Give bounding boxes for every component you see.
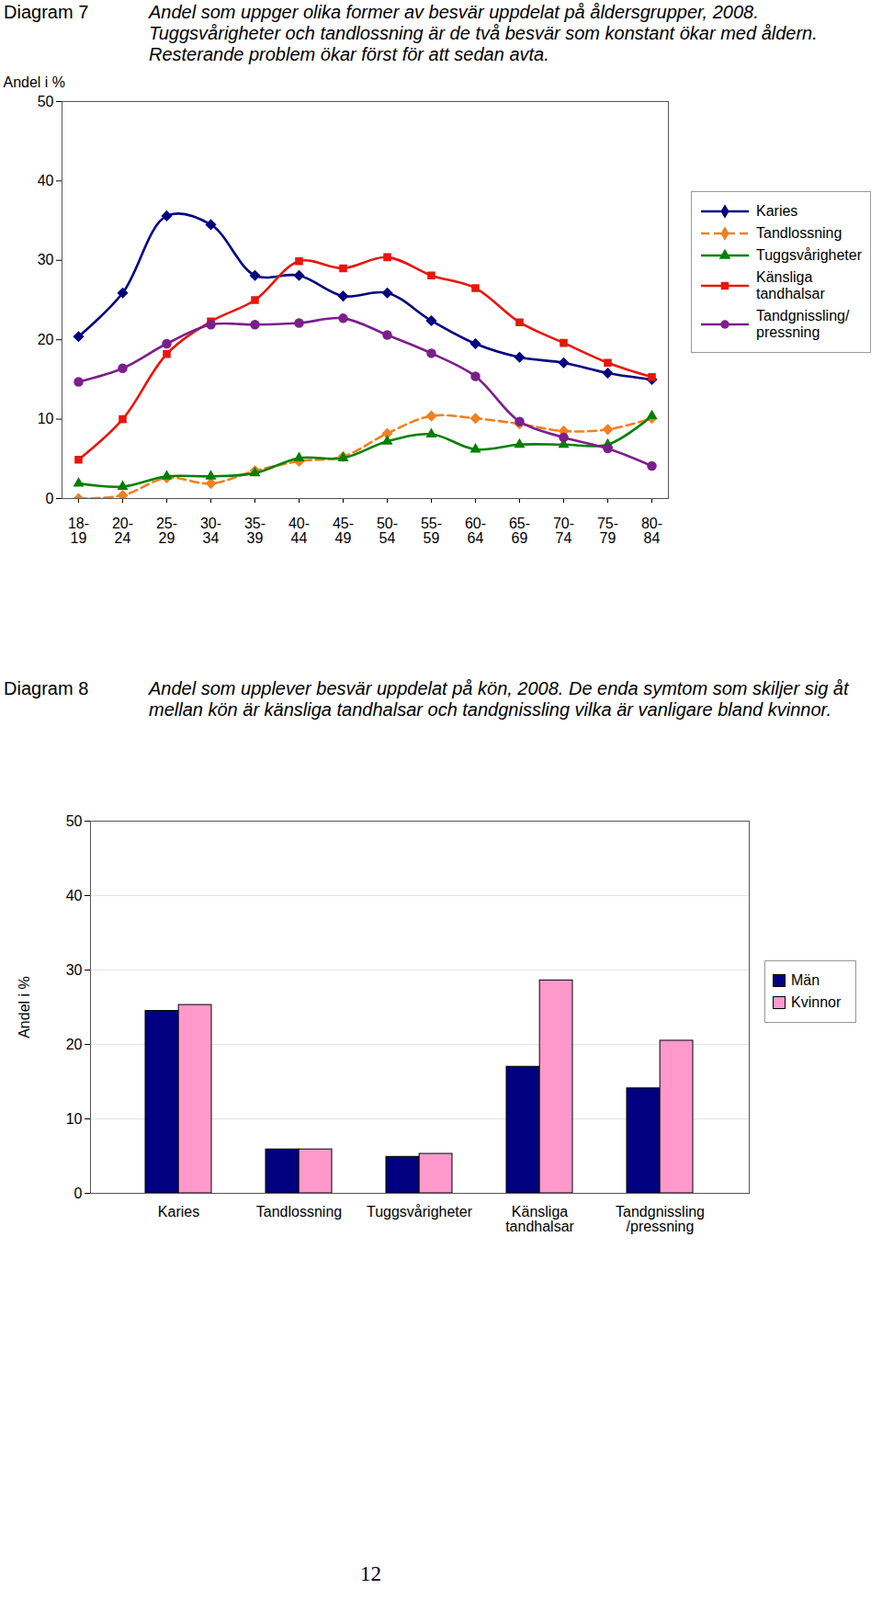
svg-text:10: 10	[66, 1110, 83, 1127]
html-text:Känsliga tandhalsar: Känsliga tandhalsar	[756, 269, 825, 302]
svg-text:35-39: 35-39	[244, 515, 266, 546]
svg-text:30-34: 30-34	[200, 515, 222, 546]
svg-text:Karies: Karies	[158, 1203, 200, 1220]
svg-text:50-54: 50-54	[376, 515, 398, 546]
svg-text:80-84: 80-84	[641, 515, 663, 546]
svg-text:70-74: 70-74	[553, 515, 575, 546]
svg-text:0: 0	[45, 490, 55, 507]
svg-text:75-79: 75-79	[597, 515, 619, 546]
html-text:Karies: Karies	[756, 203, 798, 219]
html-text:Tuggsvårigheter: Tuggsvårigheter	[756, 247, 862, 263]
svg-text:40-44: 40-44	[288, 515, 310, 546]
html-text:Män: Män	[791, 972, 820, 988]
svg-text:50: 50	[37, 93, 55, 110]
html-text:Andel som uppger olika former: Andel som uppger olika former av besvär …	[148, 1, 818, 65]
svg-text:30: 30	[37, 251, 55, 268]
svg-text:45-49: 45-49	[332, 515, 354, 546]
svg-text:40: 40	[37, 172, 55, 189]
svg-text:20-24: 20-24	[112, 515, 134, 546]
svg-text:Tuggsvårigheter: Tuggsvårigheter	[366, 1203, 474, 1220]
svg-text:Andel i %: Andel i %	[16, 975, 33, 1039]
svg-text:25-29: 25-29	[156, 515, 178, 546]
html-text:Kvinnor: Kvinnor	[791, 994, 841, 1010]
svg-text:0: 0	[74, 1185, 83, 1201]
svg-text:Känsligatandhalsar: Känsligatandhalsar	[505, 1203, 575, 1234]
svg-text:Tandlossning: Tandlossning	[256, 1203, 342, 1220]
svg-text:60-64: 60-64	[464, 515, 487, 546]
html-text:Diagram 8: Diagram 8	[3, 678, 89, 699]
html-text:Diagram 7: Diagram 7	[3, 1, 89, 23]
html-text:Tandgnissling/ pressning: Tandgnissling/ pressning	[756, 307, 850, 340]
html-text:12: 12	[360, 1561, 382, 1585]
svg-text:10: 10	[37, 410, 55, 427]
svg-text:50: 50	[66, 813, 83, 829]
html-text:Tandlossning: Tandlossning	[756, 225, 842, 241]
svg-text:18-19: 18-19	[67, 515, 90, 546]
svg-text:30: 30	[66, 961, 83, 978]
svg-text:55-59: 55-59	[420, 515, 442, 546]
svg-text:Andel i %: Andel i %	[3, 74, 67, 91]
svg-text:20: 20	[37, 331, 55, 348]
svg-text:Tandgnissling/pressning: Tandgnissling/pressning	[615, 1203, 705, 1234]
html-text:Andel som upplever besvär uppd: Andel som upplever besvär uppdelat på kö…	[148, 678, 849, 720]
svg-text:65-69: 65-69	[508, 515, 531, 546]
svg-text:40: 40	[66, 887, 83, 904]
svg-text:20: 20	[66, 1036, 83, 1052]
